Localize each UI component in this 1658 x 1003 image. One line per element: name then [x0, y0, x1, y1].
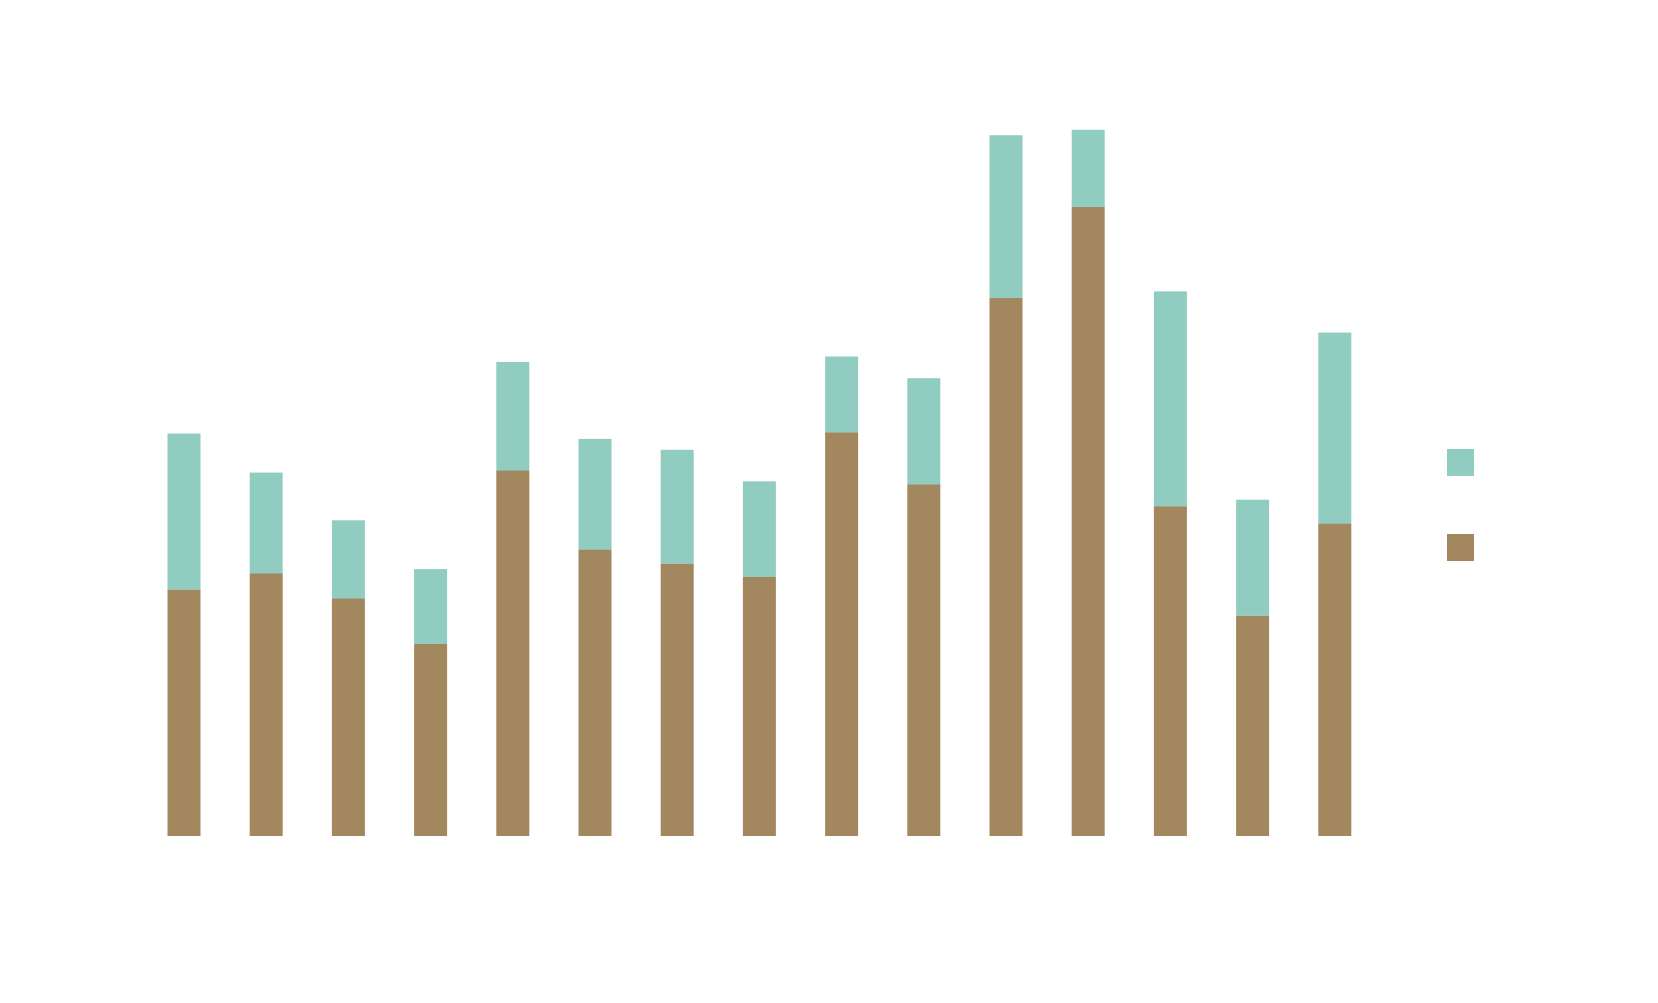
bar-segment-series-1-col-13	[1153, 506, 1187, 836]
bar-segment-series-2-col-8	[742, 481, 776, 577]
bar-segment-series-2-col-7	[660, 449, 694, 564]
bar-segment-series-2-col-2	[249, 472, 283, 574]
bar-segment-series-1-col-15	[1318, 523, 1352, 836]
bar-segment-series-1-col-12	[1071, 206, 1105, 837]
bar-segment-series-2-col-6	[578, 438, 612, 550]
bar-segment-series-2-col-11	[989, 135, 1023, 298]
bar-segment-series-2-col-14	[1236, 499, 1270, 616]
bars-layer	[167, 129, 1352, 837]
bar-segment-series-1-col-10	[907, 484, 941, 836]
bar-segment-series-2-col-9	[825, 356, 859, 433]
bar-segment-series-1-col-11	[989, 297, 1023, 836]
bar-segment-series-1-col-2	[249, 573, 283, 836]
bar-segment-series-1-col-4	[414, 644, 448, 836]
bar-segment-series-2-col-15	[1318, 332, 1352, 524]
bar-segment-series-1-col-7	[660, 563, 694, 836]
legend-swatch-series-1	[1447, 534, 1474, 561]
legend	[1447, 449, 1474, 561]
bar-segment-series-1-col-6	[578, 549, 612, 836]
bar-segment-series-1-col-3	[331, 598, 365, 836]
bar-segment-series-2-col-3	[331, 520, 365, 599]
bar-segment-series-1-col-8	[742, 576, 776, 836]
bar-segment-series-1-col-1	[167, 589, 201, 836]
bar-segment-series-2-col-5	[496, 361, 530, 471]
bar-segment-series-1-col-5	[496, 470, 530, 836]
bar-segment-series-1-col-9	[825, 432, 859, 836]
bar-segment-series-2-col-12	[1071, 129, 1105, 207]
bar-segment-series-2-col-13	[1153, 291, 1187, 507]
legend-swatch-series-2	[1447, 449, 1474, 476]
bar-segment-series-1-col-14	[1236, 615, 1270, 836]
bar-segment-series-2-col-4	[414, 569, 448, 644]
bar-segment-series-2-col-10	[907, 378, 941, 485]
bar-segment-series-2-col-1	[167, 433, 201, 590]
